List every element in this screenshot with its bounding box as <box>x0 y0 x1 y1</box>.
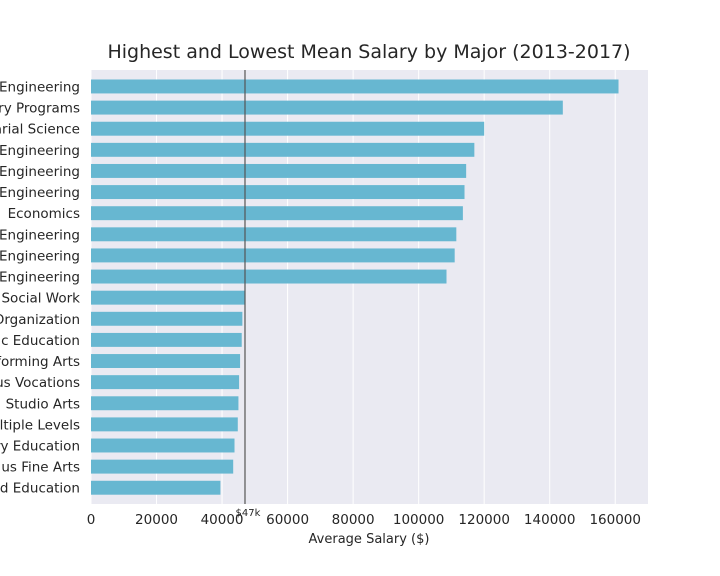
category-labels: Engineering ry Programs arial Science Engin… <box>0 79 80 496</box>
category-label: Organization <box>0 312 80 328</box>
category-label: Engineering <box>0 143 80 159</box>
reference-line-group: $47k <box>236 70 261 519</box>
bar <box>91 332 242 347</box>
x-tick-label: 60000 <box>266 512 309 528</box>
x-tick-label: 20000 <box>135 512 178 528</box>
x-tick-label: 120000 <box>458 512 510 528</box>
category-label: Social Work <box>1 291 80 307</box>
bar <box>91 459 234 474</box>
bar <box>91 79 619 94</box>
bar <box>91 185 465 200</box>
x-axis-label: Average Salary ($) <box>309 532 430 547</box>
bar <box>91 375 240 390</box>
bar <box>91 290 245 305</box>
bar <box>91 163 467 178</box>
category-label: Engineering <box>0 164 80 180</box>
x-tick-label: 100000 <box>393 512 445 528</box>
category-label: Engineering <box>0 79 80 95</box>
category-label: Engineering <box>0 248 80 264</box>
bar <box>91 206 463 221</box>
chart-title: Highest and Lowest Mean Salary by Major … <box>107 41 630 63</box>
category-label: ic Education <box>0 333 80 349</box>
bar <box>91 100 563 115</box>
category-label: us Fine Arts <box>1 460 80 476</box>
bar <box>91 269 447 284</box>
category-label: Engineering <box>0 185 80 201</box>
category-label: ultiple Levels <box>0 417 80 433</box>
x-tick-label: 40000 <box>201 512 244 528</box>
bar <box>91 248 455 263</box>
category-label: arial Science <box>0 122 80 138</box>
category-label: d Education <box>0 481 80 497</box>
x-tick-label: 160000 <box>589 512 641 528</box>
category-label: Engineering <box>0 227 80 243</box>
bar <box>91 354 241 368</box>
bar <box>91 480 221 495</box>
category-label: Engineering <box>0 270 80 286</box>
reference-line-label: $47k <box>236 508 261 519</box>
x-tick-label: 140000 <box>524 512 576 528</box>
bar <box>91 396 239 411</box>
category-label: ry Education <box>0 438 80 454</box>
bars <box>91 79 619 495</box>
category-label: ry Programs <box>0 101 80 117</box>
x-tick-label: 0 <box>87 512 96 528</box>
bar <box>91 311 243 326</box>
grid-lines <box>90 70 616 504</box>
bar <box>91 227 457 242</box>
category-label: forming Arts <box>0 354 80 370</box>
bar <box>91 438 235 453</box>
x-tick-labels: 0 20000 40000 60000 80000 100000 120000 140000 1… <box>87 512 641 528</box>
bar <box>91 121 485 136</box>
bar <box>91 142 475 157</box>
category-label: Studio Arts <box>6 396 80 412</box>
category-label: Economics <box>8 206 80 222</box>
category-label: us Vocations <box>0 375 80 391</box>
plot-background <box>91 70 648 504</box>
bar <box>91 417 238 432</box>
x-tick-label: 80000 <box>332 512 375 528</box>
